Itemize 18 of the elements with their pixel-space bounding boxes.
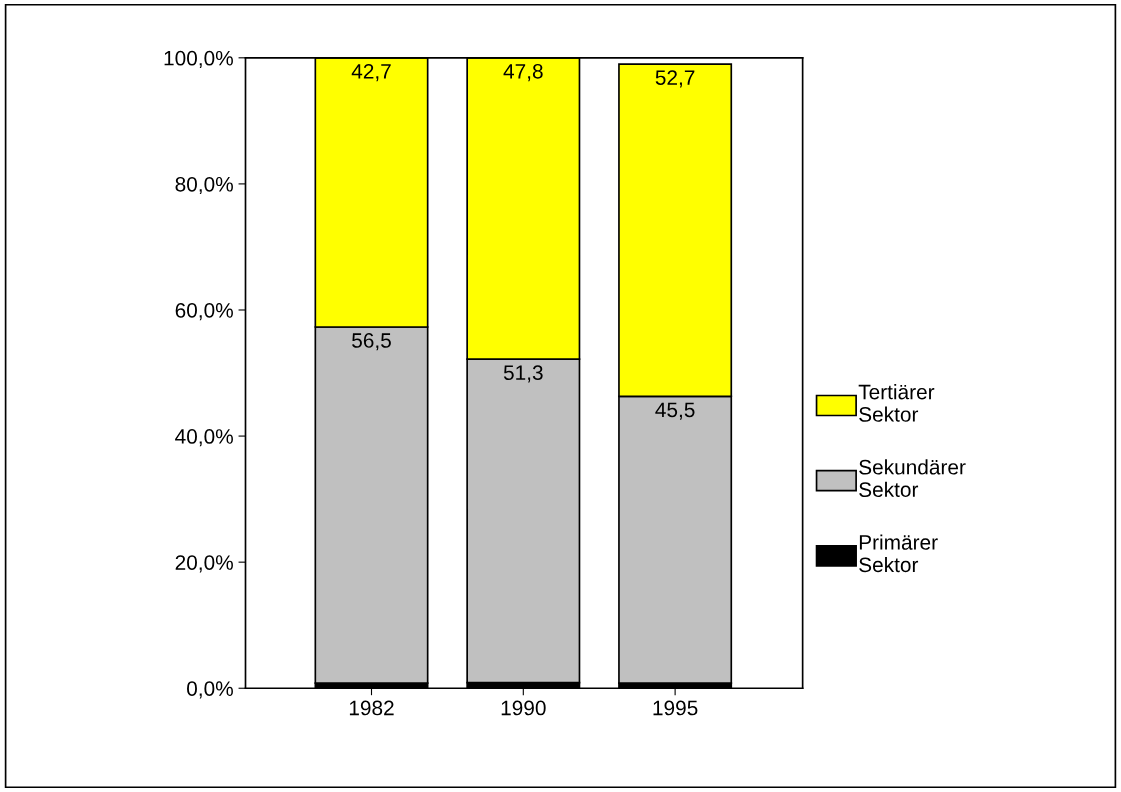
x-tick-label: 1982 [349, 700, 394, 716]
legend-label: Tertiärer Sektor [858, 384, 935, 422]
data-label: 52,7 [655, 70, 695, 88]
legend-label: Primärer Sektor [859, 534, 938, 573]
data-label: 56,5 [352, 333, 391, 351]
data-label: 51,3 [503, 365, 543, 383]
x-tick-label: 1990 [501, 700, 546, 716]
y-tick-label: 60,0% [175, 302, 233, 321]
data-label: 45,5 [655, 402, 695, 420]
data-label: 42,7 [351, 63, 391, 82]
x-tick-label: 1995 [653, 700, 698, 716]
y-tick-label: 0,0% [187, 681, 233, 699]
y-tick-label: 40,0% [175, 429, 233, 447]
data-label: 47,8 [503, 63, 543, 82]
legend-label: Sekundärer Sektor [859, 459, 966, 498]
y-tick-label: 100,0% [164, 50, 233, 69]
y-tick-label: 80,0% [175, 176, 233, 195]
y-tick-label: 20,0% [175, 555, 233, 573]
